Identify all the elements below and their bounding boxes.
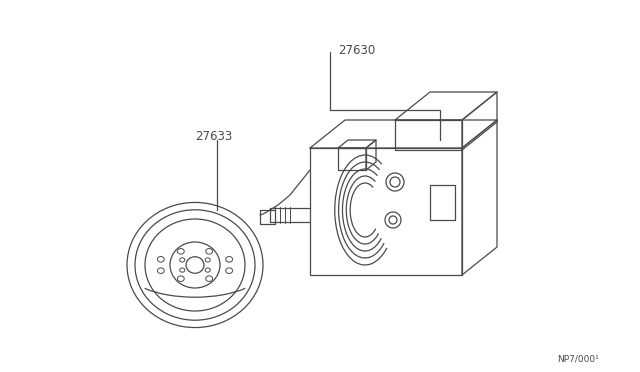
- Text: NP7/000¹: NP7/000¹: [557, 355, 599, 364]
- Text: 27633: 27633: [195, 130, 232, 143]
- Text: 27630: 27630: [338, 44, 375, 57]
